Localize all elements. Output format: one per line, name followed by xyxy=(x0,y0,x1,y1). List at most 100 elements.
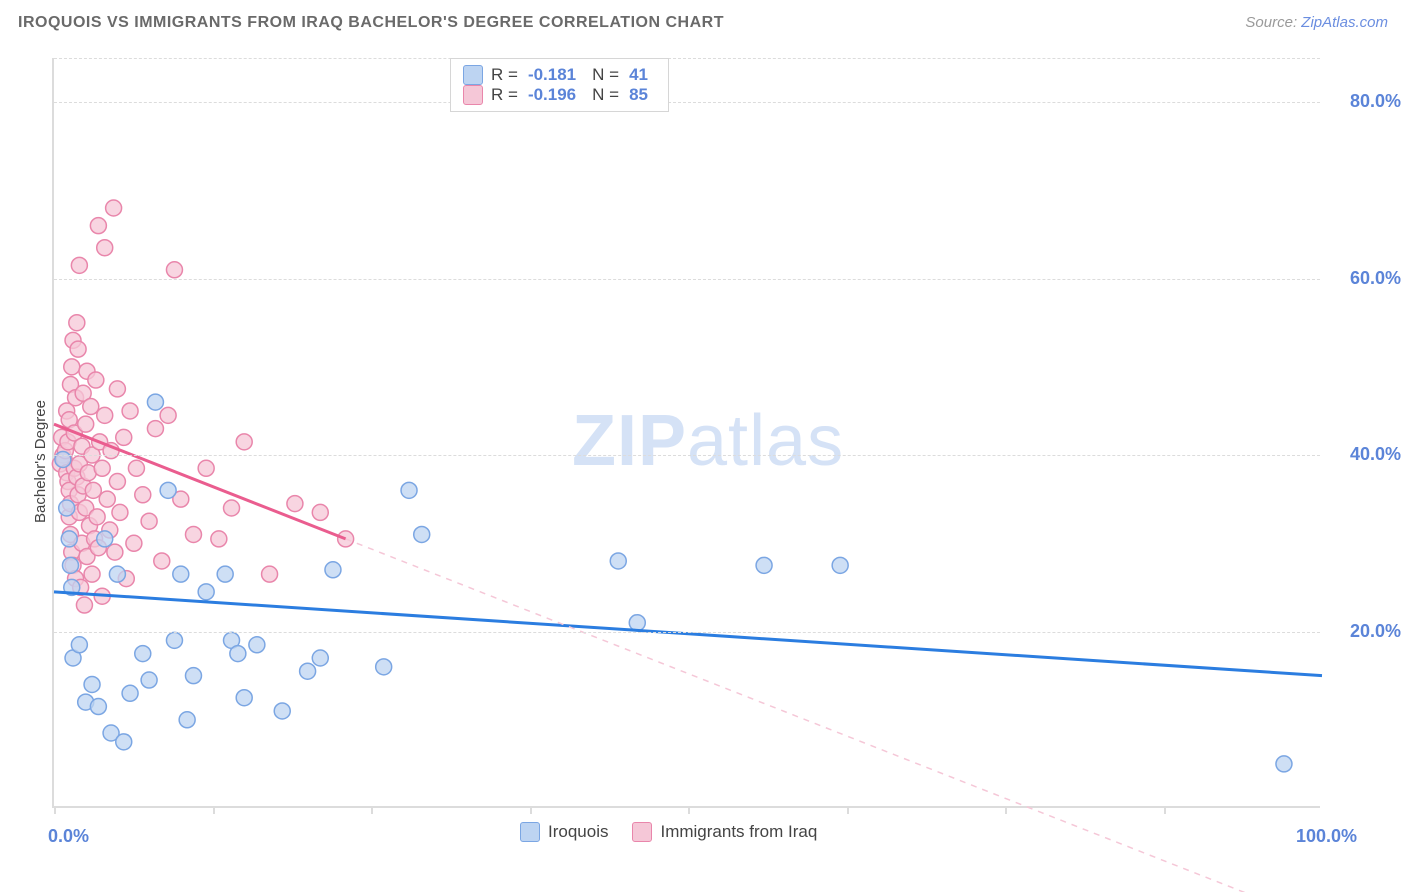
data-point xyxy=(107,544,123,560)
data-point xyxy=(83,399,99,415)
data-point xyxy=(160,482,176,498)
data-point xyxy=(179,712,195,728)
data-point xyxy=(185,668,201,684)
x-tick xyxy=(371,806,373,814)
data-point xyxy=(99,491,115,507)
data-point xyxy=(262,566,278,582)
y-tick-label: 20.0% xyxy=(1350,621,1401,642)
legend-item: Immigrants from Iraq xyxy=(632,822,817,842)
data-point xyxy=(198,460,214,476)
plot-canvas xyxy=(54,58,1322,808)
legend-swatch xyxy=(632,822,652,842)
data-point xyxy=(154,553,170,569)
data-point xyxy=(128,460,144,476)
chart-title: IROQUOIS VS IMMIGRANTS FROM IRAQ BACHELO… xyxy=(18,14,724,32)
data-point xyxy=(135,646,151,662)
data-point xyxy=(76,597,92,613)
data-point xyxy=(166,632,182,648)
data-point xyxy=(629,615,645,631)
data-point xyxy=(71,637,87,653)
data-point xyxy=(109,474,125,490)
x-tick xyxy=(1164,806,1166,814)
data-point xyxy=(756,557,772,573)
data-point xyxy=(141,672,157,688)
data-point xyxy=(1276,756,1292,772)
data-point xyxy=(147,394,163,410)
data-point xyxy=(69,315,85,331)
gridline xyxy=(54,632,1320,633)
source-link[interactable]: ZipAtlas.com xyxy=(1301,14,1388,31)
data-point xyxy=(59,500,75,516)
data-point xyxy=(84,566,100,582)
x-min-label: 0.0% xyxy=(48,826,89,847)
x-tick xyxy=(1005,806,1007,814)
x-tick xyxy=(530,806,532,814)
data-point xyxy=(414,526,430,542)
x-tick xyxy=(213,806,215,814)
data-point xyxy=(94,460,110,476)
data-point xyxy=(97,240,113,256)
data-point xyxy=(610,553,626,569)
data-point xyxy=(230,646,246,662)
gridline xyxy=(54,279,1320,280)
data-point xyxy=(109,566,125,582)
x-max-label: 100.0% xyxy=(1296,826,1357,847)
data-point xyxy=(312,650,328,666)
trend-line xyxy=(54,592,1322,676)
n-label: N = xyxy=(592,85,619,105)
r-label: R = xyxy=(491,85,518,105)
data-point xyxy=(236,690,252,706)
data-point xyxy=(224,500,240,516)
data-point xyxy=(166,262,182,278)
source-attribution: Source: ZipAtlas.com xyxy=(1245,14,1388,31)
legend-stat-row: R = -0.181N = 41 xyxy=(463,65,656,85)
data-point xyxy=(122,685,138,701)
data-point xyxy=(71,257,87,273)
series-name: Iroquois xyxy=(548,822,608,842)
data-point xyxy=(122,403,138,419)
data-point xyxy=(312,504,328,520)
y-axis-label: Bachelor's Degree xyxy=(32,400,49,523)
data-point xyxy=(61,531,77,547)
source-prefix: Source: xyxy=(1245,14,1301,31)
y-tick-label: 60.0% xyxy=(1350,268,1401,289)
data-point xyxy=(106,200,122,216)
series-legend: Iroquois Immigrants from Iraq xyxy=(520,822,817,842)
data-point xyxy=(89,509,105,525)
r-value: -0.181 xyxy=(528,65,576,85)
data-point xyxy=(88,372,104,388)
data-point xyxy=(55,451,71,467)
data-point xyxy=(126,535,142,551)
data-point xyxy=(173,566,189,582)
data-point xyxy=(70,341,86,357)
x-tick xyxy=(847,806,849,814)
data-point xyxy=(217,566,233,582)
correlation-legend: R = -0.181N = 41R = -0.196N = 85 xyxy=(450,58,669,112)
data-point xyxy=(90,699,106,715)
data-point xyxy=(236,434,252,450)
n-value: 85 xyxy=(629,85,648,105)
x-tick xyxy=(54,806,56,814)
chart-header: IROQUOIS VS IMMIGRANTS FROM IRAQ BACHELO… xyxy=(18,14,1388,32)
gridline xyxy=(54,58,1320,59)
legend-swatch xyxy=(463,65,483,85)
data-point xyxy=(147,421,163,437)
data-point xyxy=(97,407,113,423)
legend-item: Iroquois xyxy=(520,822,608,842)
data-point xyxy=(211,531,227,547)
data-point xyxy=(64,359,80,375)
n-value: 41 xyxy=(629,65,648,85)
data-point xyxy=(62,557,78,573)
y-tick-label: 80.0% xyxy=(1350,91,1401,112)
data-point xyxy=(109,381,125,397)
series-name: Immigrants from Iraq xyxy=(660,822,817,842)
legend-swatch xyxy=(520,822,540,842)
data-point xyxy=(141,513,157,529)
data-point xyxy=(274,703,290,719)
data-point xyxy=(116,429,132,445)
data-point xyxy=(198,584,214,600)
data-point xyxy=(832,557,848,573)
data-point xyxy=(300,663,316,679)
x-tick xyxy=(688,806,690,814)
data-point xyxy=(325,562,341,578)
